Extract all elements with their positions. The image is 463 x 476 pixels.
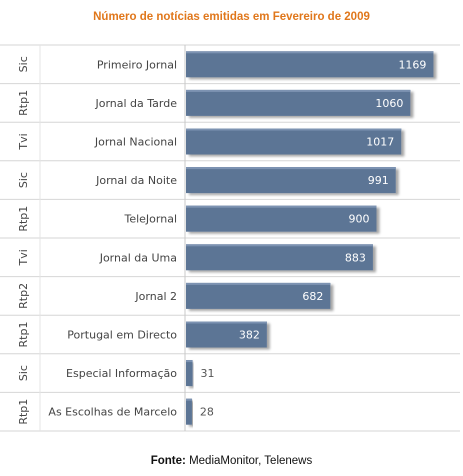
category-label: Especial Informação <box>66 367 177 380</box>
channel-label: Tvi <box>17 133 30 150</box>
bar <box>186 205 377 232</box>
category-label: Jornal da Uma <box>99 251 177 264</box>
category-label: Portugal em Directo <box>67 329 177 342</box>
bar-highlight <box>186 398 192 401</box>
source-note: Fonte: MediaMonitor, Telenews <box>0 455 463 467</box>
bar <box>186 398 192 425</box>
data-label: 1060 <box>375 97 403 110</box>
bar-highlight <box>186 51 434 54</box>
bar-highlight <box>186 244 373 247</box>
bar <box>186 167 396 194</box>
channel-label: Sic <box>17 365 30 381</box>
bars <box>186 51 434 425</box>
bar-highlight <box>186 167 396 170</box>
bar-highlight <box>186 205 377 208</box>
channel-label: Rtp2 <box>17 283 30 309</box>
category-label: Jornal Nacional <box>94 136 177 149</box>
channel-label: Sic <box>17 56 30 72</box>
bar-highlight <box>186 282 331 285</box>
data-label: 1017 <box>366 136 394 149</box>
data-label: 883 <box>345 251 366 264</box>
channel-label: Rtp1 <box>17 90 30 116</box>
data-label: 900 <box>349 213 370 226</box>
data-label: 1169 <box>398 58 426 71</box>
chart-title: Número de notícias emitidas em Fevereiro… <box>93 11 370 23</box>
bar <box>186 89 411 116</box>
source-text: MediaMonitor, Telenews <box>189 455 313 467</box>
category-label: TeleJornal <box>123 213 177 226</box>
category-label: As Escolhas de Marcelo <box>48 406 177 419</box>
data-label: 28 <box>200 406 214 419</box>
bar-highlight <box>186 321 267 324</box>
bar <box>186 51 434 78</box>
bar <box>186 321 267 348</box>
channel-label: Rtp1 <box>17 399 30 425</box>
category-label: Primeiro Jornal <box>97 58 177 71</box>
row-dividers <box>0 44 460 432</box>
category-label: Jornal da Noite <box>95 174 177 187</box>
data-label: 31 <box>201 367 215 380</box>
bar-highlight <box>186 360 193 363</box>
bar <box>186 244 373 271</box>
bar <box>186 282 331 309</box>
bar-highlight <box>186 89 411 92</box>
bar-highlight <box>186 128 402 131</box>
category-label: Jornal da Tarde <box>94 97 177 110</box>
data-label: 382 <box>239 329 260 342</box>
category-label: Jornal 2 <box>134 290 177 303</box>
data-label: 991 <box>368 174 389 187</box>
channel-label: Tvi <box>17 249 30 266</box>
bar <box>186 360 193 387</box>
channel-label: Rtp1 <box>17 206 30 232</box>
source-label: Fonte: <box>150 455 186 467</box>
channel-label: Rtp1 <box>17 322 30 348</box>
data-label: 682 <box>302 290 323 303</box>
bar <box>186 128 402 155</box>
labels: 1169 Primeiro Jornal Sic 1060 Jornal da Tard… <box>17 56 426 424</box>
channel-label: Sic <box>17 172 30 188</box>
